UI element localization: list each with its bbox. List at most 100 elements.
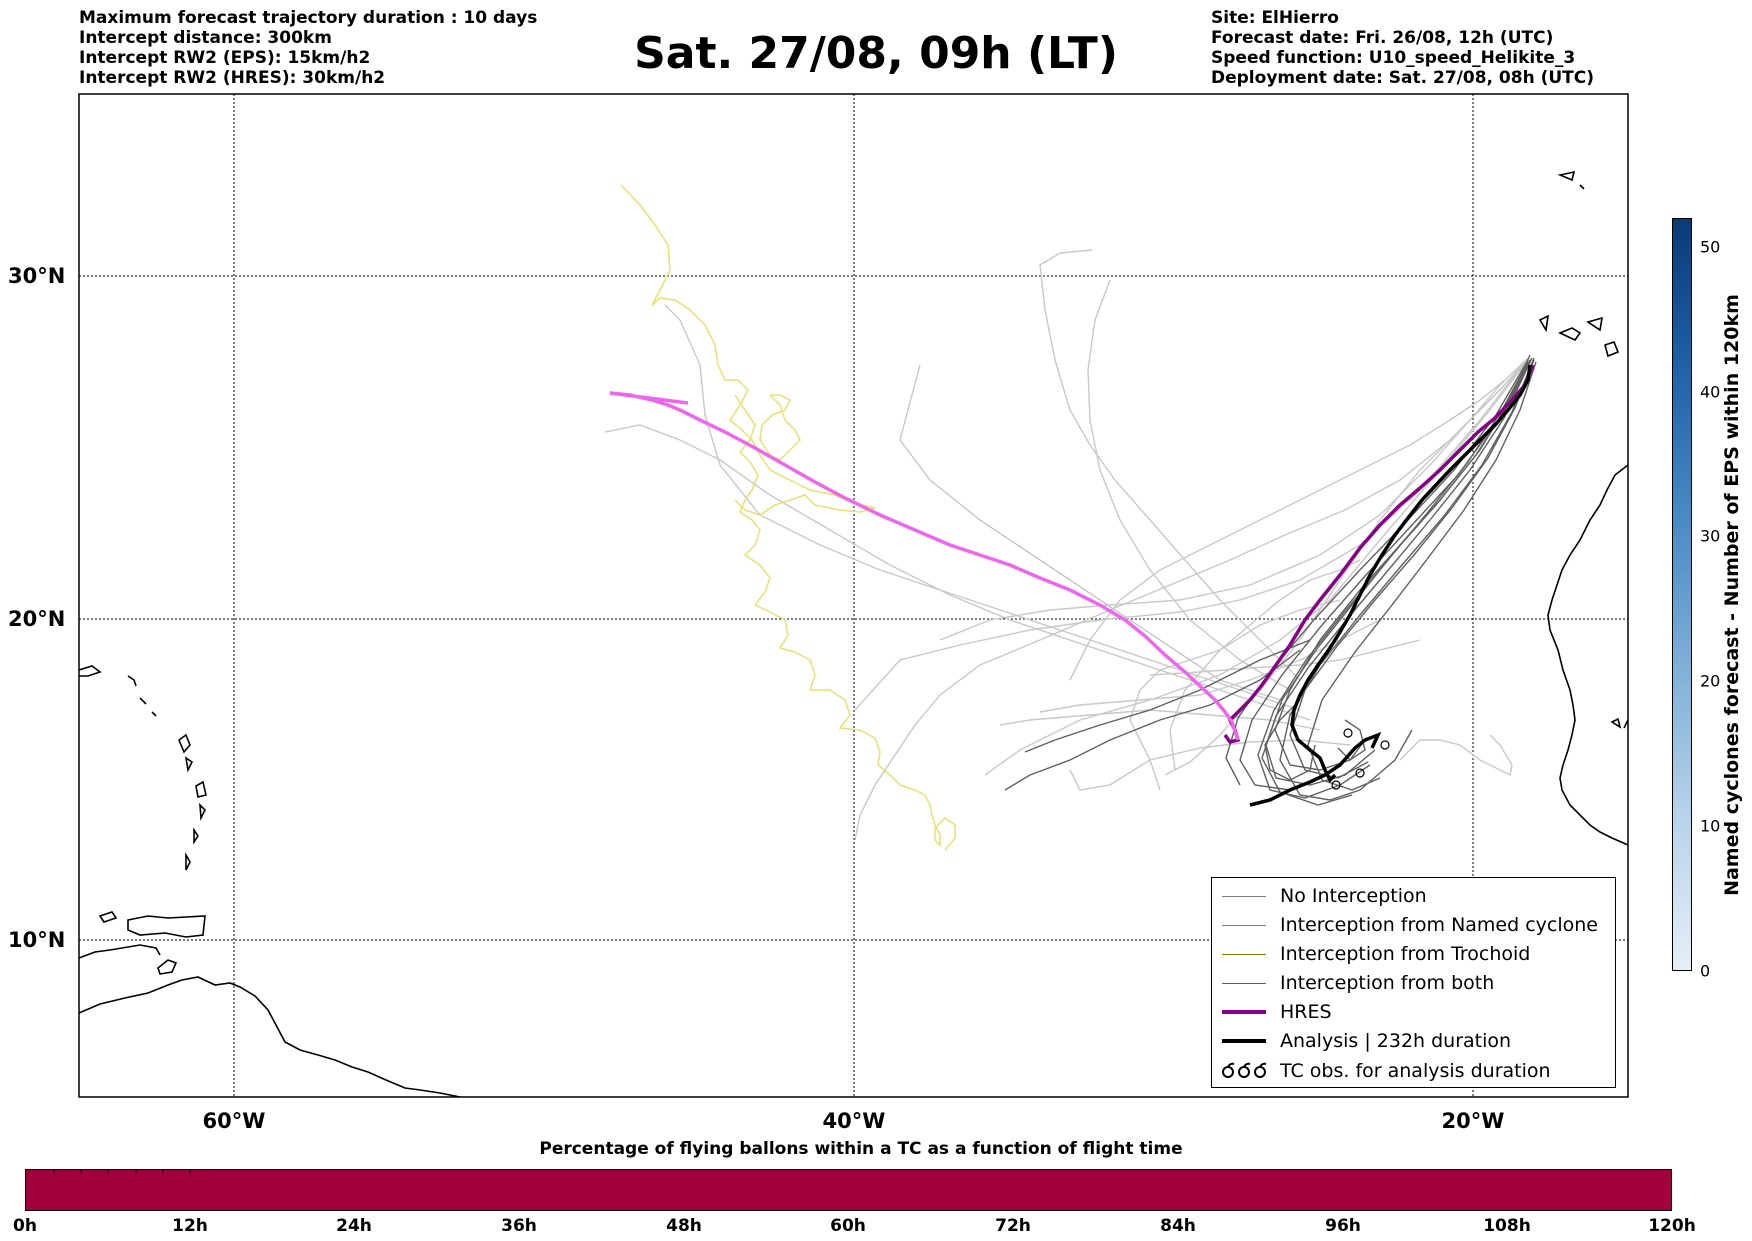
time-tick: 60h [830, 1216, 866, 1236]
time-tick: 48h [666, 1216, 702, 1236]
analysis-track-tail [1249, 731, 1382, 807]
caribbean-island [98, 911, 118, 923]
site-line: Site: ElHierro [1211, 8, 1339, 28]
puerto-rico [79, 665, 102, 677]
page-title: Sat. 27/08, 09h (LT) [634, 28, 1118, 79]
tc-obs-icon [1355, 768, 1365, 778]
colorbar-tick: 40 [1700, 382, 1721, 402]
graticule [79, 94, 1628, 1097]
eps-trajectory [1087, 279, 1291, 691]
coastlines [79, 170, 1628, 1097]
eps-trajectory [899, 364, 1281, 701]
lat-label-10n: 10°N [8, 928, 66, 952]
tc-obs-icon [1380, 740, 1390, 750]
legend-label: Interception from Named cyclone [1280, 914, 1598, 936]
eps-trajectory [1149, 639, 1421, 676]
eps-trajectory [1289, 359, 1535, 779]
time-tick: 0h [13, 1216, 37, 1236]
legend-item-analysis: Analysis | 232h duration [1218, 1027, 1613, 1055]
eps-trajectory [1264, 699, 1316, 781]
legend-line-icon [1222, 925, 1266, 926]
eps-trajectory [1129, 559, 1361, 791]
time-tick: 24h [336, 1216, 372, 1236]
caribbean-island [127, 915, 206, 938]
tc-track-north [620, 184, 876, 516]
legend-line-icon [1222, 896, 1266, 897]
trinidad [157, 959, 178, 975]
eps-trajectory [1307, 361, 1537, 791]
virgin-islands [127, 675, 157, 717]
lat-label-20n: 20°N [8, 607, 66, 631]
eps-trajectory [1004, 649, 1301, 791]
deployment-date-line: Deployment date: Sat. 27/08, 08h (UTC) [1211, 68, 1595, 88]
percentage-bar-ticks [53, 1170, 191, 1174]
colorbar-tick: 20 [1700, 671, 1721, 691]
eps-trajectory [1039, 249, 1301, 681]
time-tick: 120h [1648, 1216, 1696, 1236]
colorbar-tick: 10 [1700, 816, 1721, 836]
time-tick: 36h [501, 1216, 537, 1236]
tc-obs-icon [1343, 728, 1353, 738]
legend-label: Analysis | 232h duration [1280, 1030, 1512, 1052]
legend-item-hres: HRES [1218, 998, 1613, 1026]
legend-line-icon [1222, 983, 1266, 984]
eps-trajectory [664, 304, 1301, 711]
eps-trajectory [1169, 599, 1341, 771]
lon-label-60w: 60°W [202, 1109, 266, 1133]
legend-label: Interception from both [1280, 972, 1495, 994]
legend-item-tc-obs: TC obs. for analysis duration [1218, 1057, 1613, 1085]
colorbar-tick: 0 [1700, 961, 1711, 981]
analysis-track [1290, 364, 1532, 783]
legend-line-icon [1222, 1039, 1266, 1043]
tc-track-south [734, 394, 956, 851]
run-parameters: Maximum forecast trajectory duration : 1… [79, 8, 537, 88]
eps-trajectory [1239, 359, 1531, 791]
hres-trajectory-west [609, 391, 1240, 741]
island-arc [178, 733, 207, 871]
eps-trajectory [604, 424, 1311, 721]
lat-label-30n: 30°N [8, 264, 66, 288]
colorbar-tick: 30 [1700, 526, 1721, 546]
legend-item-trochoid: Interception from Trochoid [1218, 940, 1613, 968]
lon-label-20w: 20°W [1441, 1109, 1505, 1133]
site-info: Site: ElHierro Forecast date: Fri. 26/08… [1211, 8, 1594, 88]
forecast-date-line: Forecast date: Fri. 26/08, 12h (UTC) [1211, 28, 1554, 48]
eps-trajectory [1261, 361, 1531, 806]
eps-trajectory [939, 359, 1527, 641]
time-tick: 72h [995, 1216, 1031, 1236]
africa-coast [1547, 464, 1628, 846]
param-line: Maximum forecast trajectory duration : 1… [79, 8, 538, 28]
percentage-bar-title: Percentage of flying ballons within a TC… [539, 1139, 1183, 1159]
eps-trajectory [1024, 639, 1311, 753]
time-tick: 84h [1160, 1216, 1196, 1236]
legend-label: Interception from Trochoid [1280, 943, 1531, 965]
legend-item-named-cyclone: Interception from Named cyclone [1218, 911, 1613, 939]
map-frame [78, 93, 1629, 1098]
speed-function-line: Speed function: U10_speed_Helikite_3 [1211, 48, 1576, 68]
eps-count-colorbar [1672, 218, 1692, 971]
time-tick: 12h [172, 1216, 208, 1236]
legend-item-both: Interception from both [1218, 969, 1613, 997]
param-line: Intercept RW2 (HRES): 30km/h2 [79, 68, 386, 88]
cyclone-symbols-icon [1222, 1062, 1267, 1078]
legend-line-icon [1222, 954, 1266, 955]
eps-trajectory [1279, 357, 1535, 801]
colorbar-tick: 50 [1700, 237, 1721, 257]
percentage-bar [25, 1169, 1672, 1211]
eps-trajectory [1399, 734, 1513, 777]
legend-item-no-interception: No Interception [1218, 882, 1613, 910]
tc-obs-icon [1331, 780, 1341, 790]
eps-trajectory [1225, 359, 1529, 786]
lon-label-40w: 40°W [822, 1109, 886, 1133]
tc-obs-markers [1331, 728, 1390, 790]
eps-trajectory [1265, 357, 1533, 786]
venezuela-coast [79, 944, 161, 959]
south-america-coast [79, 976, 461, 1097]
param-line: Intercept RW2 (EPS): 15km/h2 [79, 48, 371, 68]
time-tick: 96h [1325, 1216, 1361, 1236]
analysis-trajectory [1249, 364, 1532, 807]
legend-line-icon [1222, 1010, 1266, 1014]
canary-islands [1538, 314, 1620, 358]
param-line: Intercept distance: 300km [79, 28, 332, 48]
eps-trajectory [984, 359, 1529, 776]
